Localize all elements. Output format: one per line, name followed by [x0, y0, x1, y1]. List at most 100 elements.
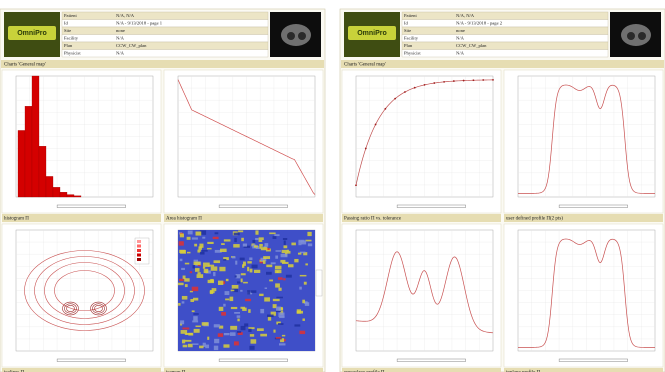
plot-dot: [404, 91, 406, 93]
isomap-cell: [256, 328, 264, 332]
isomap-cell: [223, 257, 229, 261]
isomap-field: [178, 230, 315, 351]
isomap-cell: [225, 278, 229, 282]
isomap-cell: [199, 251, 205, 255]
panel-label: user defined profile Π(2 pts): [506, 216, 563, 221]
header-label: Facility: [64, 35, 79, 40]
isomap-cell: [302, 299, 306, 304]
plot-line: [517, 84, 656, 194]
isomap-cell: [301, 240, 307, 245]
isomap-cell: [192, 343, 199, 345]
histogram-bar: [59, 192, 68, 198]
legend-box: [315, 269, 323, 297]
header-value: N/A: [116, 50, 125, 55]
logo-text: OmniPro: [17, 30, 47, 37]
plot-dot: [355, 184, 357, 187]
header-label: Id: [404, 20, 409, 25]
header-row: [61, 11, 269, 20]
isomap-cell: [240, 278, 243, 283]
isomap-cell: [262, 260, 266, 264]
isomap-cell: [237, 318, 240, 322]
isomap-cell: [210, 266, 218, 271]
isomap-cell: [193, 328, 200, 333]
isomap-cell: [195, 268, 200, 272]
isomap-cell: [248, 328, 252, 332]
isomap-cell: [193, 313, 199, 315]
isomap-cell: [209, 289, 214, 295]
panel-label-bar: [504, 214, 663, 222]
header-value: N/A, N/A: [116, 13, 135, 19]
isomap-cell: [258, 240, 263, 242]
logo-band: [8, 26, 56, 40]
isomap-cell: [181, 267, 185, 271]
isomap-cell: [178, 282, 184, 286]
isomap-cell: [179, 258, 183, 262]
isomap-cell: [219, 266, 226, 272]
isomap-cell: [245, 298, 251, 302]
isomap-cell: [223, 344, 230, 348]
isomap-cell: [189, 271, 193, 274]
scan-blob: [638, 32, 646, 40]
isomap-cell: [187, 343, 193, 348]
isomap-cell: [281, 334, 286, 337]
isoline: [66, 304, 75, 312]
isomap-cell: [281, 249, 288, 254]
logo-text: OmniPro: [357, 30, 387, 37]
isomap-cell: [236, 331, 242, 333]
isomap-cell: [190, 298, 195, 303]
isomap-cell: [221, 312, 226, 316]
isomap-cell: [229, 296, 234, 302]
isomap-cell: [276, 306, 281, 311]
header-row: [401, 49, 609, 58]
header-row: [401, 41, 609, 50]
isomap-cell: [201, 322, 209, 326]
isomap-cell: [286, 249, 289, 252]
isomap-cell: [192, 320, 199, 323]
header-label: Site: [64, 28, 71, 33]
isomap-cell: [296, 310, 304, 314]
isomap-cell: [217, 333, 224, 337]
header-row: [61, 26, 269, 35]
isoline: [24, 250, 145, 331]
isomap-cell: [240, 289, 243, 292]
isomap-cell: [282, 261, 289, 264]
isomap-cell: [275, 250, 282, 252]
header-row: [401, 34, 609, 43]
isomap-cell: [233, 244, 240, 248]
isoline: [94, 304, 103, 312]
isomap-cell: [233, 341, 239, 346]
section-bar: [341, 60, 664, 68]
plot-dot: [443, 80, 445, 83]
isomap-cell: [230, 289, 235, 292]
isomap-cell: [224, 291, 230, 296]
isomap-cell: [197, 249, 201, 253]
isomap-cell: [305, 239, 312, 242]
isomap-cell: [231, 284, 239, 289]
header-label: Physicist: [404, 50, 421, 55]
isomap-cell: [186, 251, 191, 254]
isomap-cell: [211, 288, 217, 292]
panel-label: Passing ratio Π vs. tolerance: [344, 216, 402, 221]
isomap-cell: [193, 259, 198, 262]
isomap-cell: [259, 244, 263, 247]
isomap-cell: [179, 278, 184, 282]
isomap-cell: [291, 242, 296, 246]
isomap-cell: [260, 333, 268, 337]
isomap-cell: [275, 283, 280, 288]
isomap-cell: [242, 307, 247, 311]
isomap-cell: [249, 345, 255, 350]
header-value: N/A, N/A: [456, 13, 475, 19]
header-value: none: [116, 28, 125, 33]
header-value: N/A - 9/13/2018 - page 2: [456, 20, 503, 25]
panel-label-bar: [2, 214, 161, 222]
plot-slider: [396, 204, 466, 208]
isomap-cell: [294, 258, 299, 263]
isomap-cell: [267, 316, 272, 321]
isomap-cell: [280, 253, 288, 258]
isomap-cell: [297, 252, 302, 255]
isomap-cell: [277, 277, 283, 280]
isomap-cell: [272, 236, 277, 239]
plot-slider: [218, 204, 288, 208]
isomap-cell: [247, 290, 251, 295]
